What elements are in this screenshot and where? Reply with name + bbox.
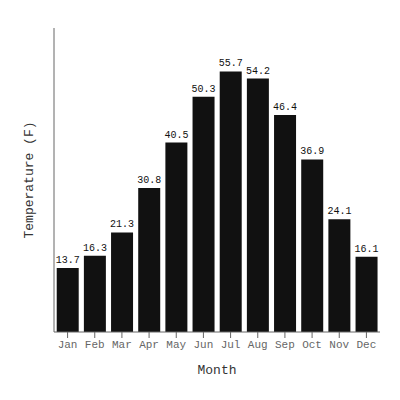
svg-text:Jan: Jan <box>58 339 78 351</box>
svg-text:Aug: Aug <box>248 339 268 351</box>
svg-text:50.3: 50.3 <box>192 84 216 95</box>
svg-text:Feb: Feb <box>85 339 105 351</box>
svg-text:Jul: Jul <box>221 339 241 351</box>
svg-text:May: May <box>166 339 186 351</box>
svg-text:55.7: 55.7 <box>219 58 243 69</box>
svg-text:21.3: 21.3 <box>110 219 134 230</box>
svg-text:40.5: 40.5 <box>164 130 188 141</box>
svg-text:Apr: Apr <box>139 339 159 351</box>
svg-text:Oct: Oct <box>302 339 322 351</box>
svg-text:13.7: 13.7 <box>56 255 80 266</box>
svg-text:Nov: Nov <box>329 339 349 351</box>
svg-text:24.1: 24.1 <box>327 206 351 217</box>
svg-text:Jun: Jun <box>194 339 214 351</box>
svg-text:16.3: 16.3 <box>83 243 107 254</box>
svg-text:Dec: Dec <box>357 339 377 351</box>
svg-text:46.4: 46.4 <box>273 102 297 113</box>
svg-text:Temperature (F): Temperature (F) <box>22 121 37 238</box>
svg-text:30.8: 30.8 <box>137 175 161 186</box>
svg-text:54.2: 54.2 <box>246 66 270 77</box>
svg-text:36.9: 36.9 <box>300 146 324 157</box>
svg-text:Sep: Sep <box>275 339 295 351</box>
svg-text:Mar: Mar <box>112 339 132 351</box>
svg-text:16.1: 16.1 <box>355 244 379 255</box>
svg-text:Month: Month <box>197 363 236 378</box>
